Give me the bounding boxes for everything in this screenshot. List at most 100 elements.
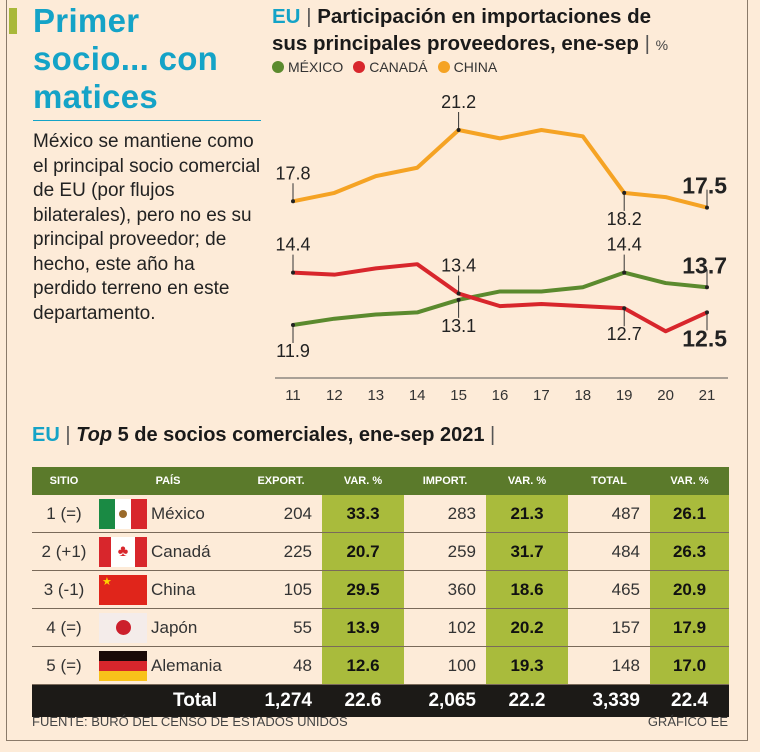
separator: |	[306, 5, 312, 28]
data-label: 14.4	[607, 235, 642, 255]
japan-flag	[99, 612, 147, 643]
data-point	[581, 304, 585, 308]
total-var-import: 22.2	[486, 684, 568, 717]
chart-title-prefix: EU	[272, 5, 301, 28]
x-tick-label: 18	[574, 387, 591, 404]
cell-var-import: 21.3	[486, 495, 568, 533]
data-point	[415, 310, 419, 314]
chart-title-line2: sus principales proveedores, ene-sep	[272, 32, 639, 55]
cell-var-total: 20.9	[650, 570, 729, 609]
legend-dot	[437, 61, 450, 73]
data-label: 21.2	[441, 92, 476, 112]
cell-export: 105	[240, 570, 322, 609]
data-point	[498, 289, 502, 293]
data-label: 13.4	[441, 256, 476, 276]
header-import: IMPORT.	[404, 467, 486, 495]
cell-export: 225	[240, 532, 322, 571]
x-tick-label: 14	[409, 387, 426, 404]
cell-var-total: 17.0	[650, 646, 729, 685]
data-point	[539, 302, 543, 306]
legend-label: CHINA	[453, 59, 498, 75]
data-point	[498, 136, 502, 140]
header-pais: PAÍS	[96, 467, 240, 495]
data-point	[415, 262, 419, 266]
annotation-point	[705, 205, 709, 210]
total-var-total: 22.4	[650, 684, 729, 717]
table-row: 1 (=) México 204 33.3 283 21.3 487 26.1	[32, 495, 729, 533]
cell-export: 55	[240, 608, 322, 647]
cell-sitio: 1 (=)	[32, 495, 96, 533]
cell-var-total: 17.9	[650, 608, 729, 647]
data-label: 18.2	[607, 209, 642, 229]
legend-dot	[272, 61, 284, 73]
cell-pais: Japón	[150, 608, 240, 647]
cell-sitio: 3 (-1)	[32, 570, 96, 609]
annotation-point	[622, 306, 627, 311]
cell-var-import: 18.6	[486, 570, 568, 609]
total-label: Total	[150, 684, 240, 717]
cell-import: 100	[404, 646, 486, 685]
chart-legend: MÉXICO CANADÁ CHINA	[272, 59, 497, 75]
x-tick-label: 15	[450, 387, 467, 404]
table-total-row: Total 1,274 22.6 2,065 22.2 3,339 22.4	[32, 684, 729, 717]
cell-export: 204	[240, 495, 322, 533]
cell-total: 157	[568, 608, 650, 647]
cell-total: 465	[568, 570, 650, 609]
china-flag: ★	[99, 574, 147, 605]
data-label: 12.5	[682, 325, 727, 351]
cell-flag	[96, 495, 150, 533]
data-point	[498, 304, 502, 308]
cell-var-import: 20.2	[486, 608, 568, 647]
legend-dot	[353, 61, 366, 73]
cell-var-total: 26.1	[650, 495, 729, 533]
data-point	[415, 166, 419, 170]
cell-total: 148	[568, 646, 650, 685]
germany-flag	[99, 650, 147, 681]
cell-sitio: 4 (=)	[32, 608, 96, 647]
series-line-china	[292, 128, 708, 210]
cell-sitio: 5 (=)	[32, 646, 96, 685]
annotation-point	[622, 270, 627, 275]
accent-bar	[9, 8, 17, 34]
header-export: EXPORT.	[240, 467, 322, 495]
cell-var-export: 20.7	[322, 532, 404, 571]
data-point	[581, 285, 585, 289]
cell-var-export: 29.5	[322, 570, 404, 609]
canada-flag: ♣	[99, 536, 147, 567]
headline-title: Primer socio... con matices	[33, 2, 218, 116]
cell-total: 487	[568, 495, 650, 533]
cell-pais: México	[150, 495, 240, 533]
cell-pais: Alemania	[150, 646, 240, 685]
cell-var-total: 26.3	[650, 532, 729, 571]
separator: |	[65, 424, 71, 446]
x-tick-label: 16	[492, 387, 509, 404]
cell-import: 360	[404, 570, 486, 609]
cell-var-export: 13.9	[322, 608, 404, 647]
annotation-point	[291, 323, 295, 327]
headline-body: México se mantiene como el principal soc…	[33, 131, 261, 324]
cell-sitio: 2 (+1)	[32, 532, 96, 571]
annotation-point	[456, 291, 461, 296]
annotation-point	[705, 285, 709, 290]
table-title-italic: Top	[76, 424, 113, 446]
annotation-point	[456, 297, 461, 302]
table-title: EU | Top 5 de socios comerciales, ene-se…	[32, 424, 495, 447]
annotation-point	[622, 190, 627, 195]
partners-table: SITIO PAÍS EXPORT. VAR. % IMPORT. VAR. %…	[32, 467, 729, 717]
cell-flag: ♣	[96, 532, 150, 571]
chart-title: EU | Participación en importaciones de s…	[272, 3, 668, 59]
data-point	[332, 317, 336, 321]
legend-item-mexico: MÉXICO	[272, 59, 343, 75]
cell-var-export: 33.3	[322, 495, 404, 533]
legend-label: CANADÁ	[369, 59, 428, 75]
annotation-point	[705, 310, 709, 315]
data-point	[332, 273, 336, 277]
table-row: 5 (=) Alemania 48 12.6 100 19.3 148 17.0	[32, 646, 729, 685]
x-tick-label: 11	[285, 387, 301, 404]
mexico-flag	[99, 498, 147, 529]
header-var: VAR. %	[322, 467, 404, 495]
x-tick-label: 20	[657, 387, 674, 404]
separator: |	[490, 424, 496, 446]
data-point	[664, 281, 668, 285]
